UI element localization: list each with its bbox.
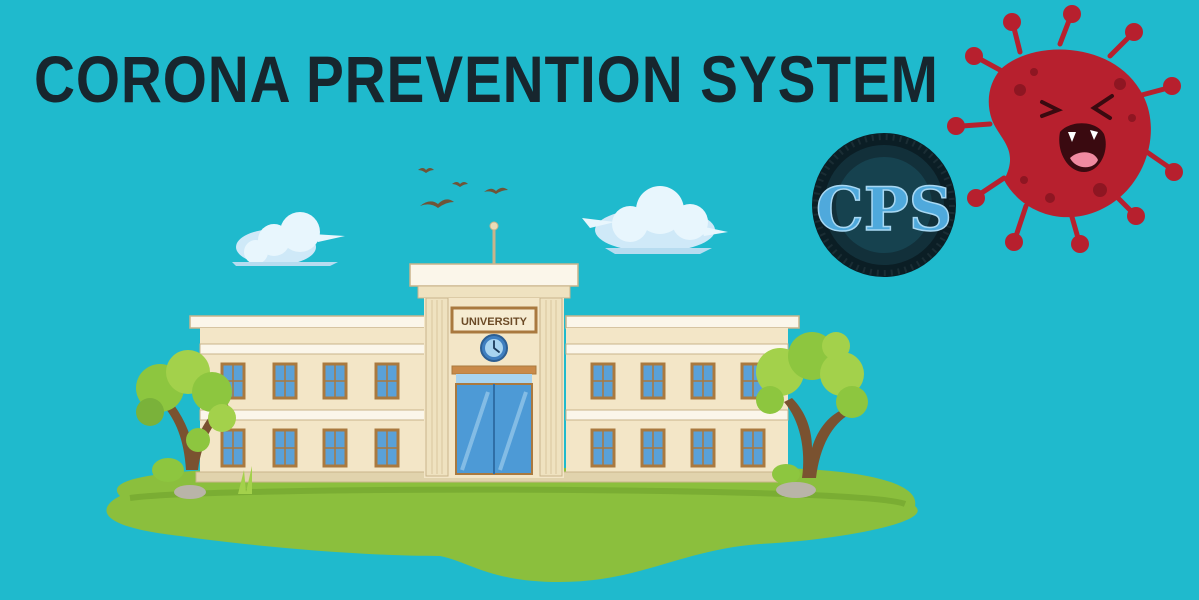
bird-4 xyxy=(418,168,434,173)
university-sign xyxy=(450,306,538,334)
university-sign-text: UNIVERSITY xyxy=(461,316,528,328)
grass-island xyxy=(106,468,918,582)
cps-logo-text: CPS xyxy=(816,175,952,245)
building: UNIVERSITY xyxy=(189,221,800,483)
cloud-right xyxy=(582,186,728,254)
virus-icon xyxy=(947,5,1183,253)
bird-3 xyxy=(452,182,468,187)
tree-right xyxy=(756,332,868,498)
bird-2 xyxy=(484,187,508,194)
cloud-left xyxy=(232,212,345,266)
clock-icon xyxy=(480,334,508,362)
birds xyxy=(418,168,508,208)
tower-roof xyxy=(409,263,579,287)
right-roof xyxy=(565,315,800,329)
tree-left xyxy=(136,350,252,499)
bird-1 xyxy=(420,199,454,208)
left-roof xyxy=(189,315,427,329)
cps-logo-badge: CPS xyxy=(812,133,956,277)
page-title: CORONA PREVENTION SYSTEM xyxy=(34,42,939,116)
